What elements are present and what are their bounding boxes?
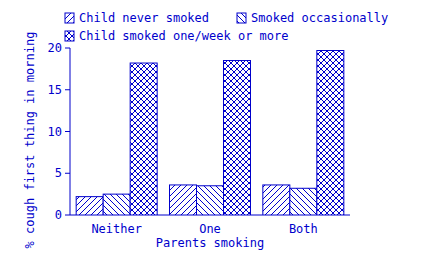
y-tick <box>65 173 70 174</box>
bar <box>130 63 157 215</box>
bar <box>290 188 317 215</box>
legend-swatch <box>65 13 74 23</box>
bar <box>197 186 224 215</box>
x-tick-label: One <box>199 222 221 236</box>
x-tick-label: Neither <box>91 222 142 236</box>
bar <box>263 185 290 215</box>
chart: Child never smoked Smoked occasionally Chi… <box>0 0 432 264</box>
chart-root: Child never smoked Smoked occasionally Chi… <box>0 0 432 264</box>
legend-label: Child smoked one/week or more <box>79 29 289 43</box>
y-tick-label: 0 <box>55 208 62 222</box>
legend-swatch <box>237 13 246 23</box>
legend-label: Child never smoked <box>79 11 209 25</box>
y-tick-label: 20 <box>48 41 62 55</box>
bar <box>317 51 344 215</box>
y-tick <box>65 89 70 90</box>
y-tick <box>65 131 70 132</box>
bars <box>76 51 344 215</box>
x-tick-label: Both <box>289 222 318 236</box>
y-tick-label: 10 <box>48 125 62 139</box>
y-tick <box>65 48 70 49</box>
y-tick <box>65 215 70 216</box>
bar <box>170 185 197 215</box>
legend-swatch <box>65 31 74 41</box>
y-tick-label: 5 <box>55 166 62 180</box>
legend-label: Smoked occasionally <box>251 11 388 25</box>
bar <box>103 194 130 215</box>
y-axis-label: % cough first thing in morning <box>23 32 37 249</box>
bar <box>76 197 103 215</box>
y-tick-label: 15 <box>48 83 62 97</box>
bar <box>224 61 251 215</box>
x-axis-label: Parents smoking <box>156 236 264 250</box>
